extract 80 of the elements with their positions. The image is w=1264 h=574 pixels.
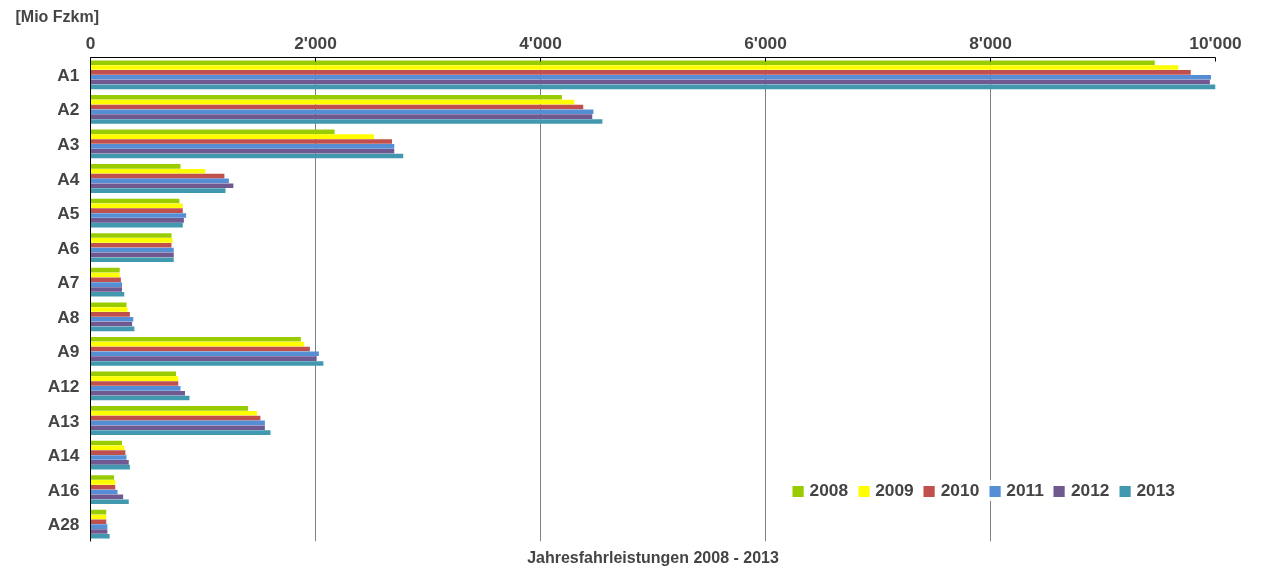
legend-label: 2008 [809, 480, 849, 501]
y-tick-label: A14 [47, 445, 80, 466]
bar [90, 238, 173, 243]
x-tick-label: 2'000 [294, 32, 337, 53]
legend-label: 2011 [1006, 480, 1044, 501]
x-tick-label: 4'000 [519, 32, 562, 53]
bar [90, 65, 1179, 70]
bar [90, 218, 184, 223]
y-tick-label: A28 [47, 514, 80, 535]
x-tick-label: 0 [85, 32, 96, 53]
y-tick-label: A6 [57, 237, 80, 258]
y-tick-label: A2 [57, 99, 80, 120]
bar [90, 208, 183, 213]
bar [90, 119, 603, 124]
bar [90, 430, 271, 435]
y-tick-label: A3 [57, 133, 80, 154]
y-tick-label: A7 [57, 272, 80, 293]
y-tick-label: A8 [57, 306, 80, 327]
bar [90, 233, 172, 238]
bar [90, 60, 1155, 65]
bar [90, 460, 129, 465]
bar [90, 302, 127, 307]
bar [90, 386, 181, 391]
legend-label: 2012 [1070, 480, 1110, 501]
y-tick-label: A4 [57, 168, 80, 189]
bar [90, 139, 392, 144]
legend-label: 2009 [875, 480, 914, 501]
bar [90, 74, 1211, 80]
bar [90, 183, 234, 189]
legend-label: 2010 [940, 480, 980, 501]
bar [90, 316, 134, 322]
bar [90, 406, 248, 411]
bar [90, 312, 130, 317]
bar [90, 351, 319, 357]
bar [90, 292, 125, 297]
y-tick-label: A9 [57, 341, 80, 362]
bar [90, 484, 116, 490]
bar [90, 480, 116, 485]
y-tick-label: A12 [47, 375, 80, 396]
y-tick-label: A13 [47, 410, 80, 431]
bar [90, 114, 593, 119]
bar [90, 70, 1191, 75]
bar [90, 188, 226, 193]
x-tick-label: 10'000 [1189, 32, 1242, 53]
bar [90, 307, 128, 312]
legend-label: 2013 [1136, 480, 1175, 501]
text: Jahresfahrleistungen 2008 - 2013 [527, 548, 779, 566]
bar [90, 450, 126, 455]
bar [90, 381, 179, 386]
bar [90, 257, 174, 263]
bar [90, 94, 562, 100]
bar [90, 242, 172, 248]
bar [90, 109, 594, 115]
x-axis-title: [Mio Fzkm] [15, 7, 100, 25]
y-tick-label: A5 [57, 203, 80, 224]
y-tick-label: A16 [47, 479, 80, 500]
bar [90, 277, 121, 283]
bar [90, 425, 265, 431]
bar [90, 164, 181, 169]
bar [90, 213, 187, 218]
bar [90, 529, 108, 534]
x-tick-label: 8'000 [969, 32, 1012, 53]
bar [90, 475, 115, 480]
bar [90, 376, 179, 381]
y-tick-label: A1 [57, 64, 80, 85]
bar [90, 361, 324, 366]
bar [90, 455, 127, 460]
bar [90, 519, 107, 525]
bar [90, 168, 206, 174]
bar [90, 287, 122, 292]
x-tick-label: 6'000 [744, 32, 787, 53]
bar [90, 499, 129, 505]
bar [90, 410, 257, 416]
bar [90, 336, 301, 342]
bar [90, 282, 122, 287]
bar [90, 356, 317, 361]
bar [90, 134, 374, 139]
bar [90, 144, 395, 149]
bar [90, 524, 108, 529]
bar [90, 534, 110, 539]
